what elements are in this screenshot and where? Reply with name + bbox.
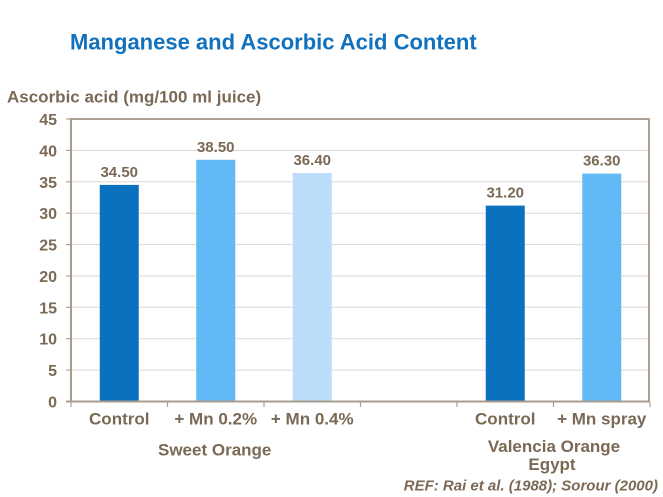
svg-text:Manganese and Ascorbic Acid Co: Manganese and Ascorbic Acid Content xyxy=(70,30,477,55)
svg-text:5: 5 xyxy=(48,363,57,380)
svg-text:Control: Control xyxy=(475,409,535,428)
svg-text:38.50: 38.50 xyxy=(197,139,235,156)
svg-text:Control: Control xyxy=(89,409,149,428)
svg-text:+ Mn spray: + Mn spray xyxy=(557,409,647,428)
svg-text:25: 25 xyxy=(39,238,57,255)
svg-text:REF: Rai et al. (1988); Sorour: REF: Rai et al. (1988); Sorour (2000) xyxy=(404,478,658,495)
svg-text:31.20: 31.20 xyxy=(486,185,524,202)
svg-text:Ascorbic acid (mg/100 ml juice: Ascorbic acid (mg/100 ml juice) xyxy=(7,88,261,107)
svg-text:40: 40 xyxy=(39,143,57,160)
svg-text:0: 0 xyxy=(48,395,57,412)
svg-text:Valencia Orange: Valencia Orange xyxy=(488,437,620,456)
svg-text:35: 35 xyxy=(39,175,57,192)
svg-text:Egypt: Egypt xyxy=(528,455,576,474)
svg-text:30: 30 xyxy=(39,206,57,223)
svg-text:+ Mn 0.2%: + Mn 0.2% xyxy=(174,409,257,428)
svg-text:36.30: 36.30 xyxy=(583,153,621,170)
svg-text:+ Mn 0.4%: + Mn 0.4% xyxy=(271,409,354,428)
svg-text:Sweet Orange: Sweet Orange xyxy=(158,441,271,460)
svg-text:34.50: 34.50 xyxy=(100,164,138,181)
svg-text:45: 45 xyxy=(39,112,57,129)
svg-text:15: 15 xyxy=(39,300,57,317)
svg-text:36.40: 36.40 xyxy=(293,152,331,169)
svg-text:20: 20 xyxy=(39,269,57,286)
svg-text:10: 10 xyxy=(39,332,57,349)
